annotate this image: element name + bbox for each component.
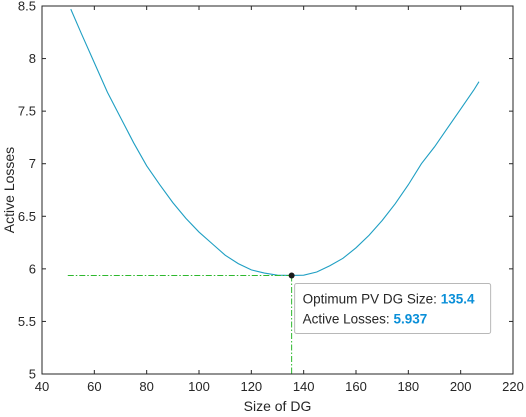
y-tick-label: 5.5: [18, 314, 36, 329]
datatip-box: [294, 282, 492, 334]
datatip[interactable]: Optimum PV DG Size: 135.4 Active Losses:…: [294, 282, 492, 334]
y-tick-label: 8.5: [18, 0, 36, 14]
x-tick-label: 180: [397, 379, 419, 394]
datatip-size-value: 135.4: [441, 291, 475, 306]
y-axis-label: Active Losses: [1, 147, 17, 233]
y-tick-label: 5: [29, 367, 36, 382]
x-tick-label: 160: [345, 379, 367, 394]
datatip-size-label: Optimum PV DG Size:: [303, 291, 437, 306]
x-tick-label: 140: [293, 379, 315, 394]
y-tick-label: 8: [29, 51, 36, 66]
x-axis-label: Size of DG: [244, 398, 312, 414]
y-tick-label: 6: [29, 261, 36, 276]
y-tick-label: 6.5: [18, 209, 36, 224]
x-tick-label: 200: [450, 379, 472, 394]
x-tick-label: 120: [240, 379, 262, 394]
x-tick-label: 100: [188, 379, 210, 394]
datatip-line-size: Optimum PV DG Size: 135.4: [303, 291, 475, 306]
datatip-losses-value: 5.937: [393, 311, 427, 326]
datatip-losses-label: Active Losses:: [303, 311, 390, 326]
x-axis-ticks: 40 60 80 100 120 140 160 180 200 220: [35, 6, 524, 394]
x-tick-label: 40: [35, 379, 49, 394]
y-tick-label: 7.5: [18, 104, 36, 119]
datatip-line-losses: Active Losses: 5.937: [303, 311, 428, 326]
optimum-guide-lines: [67, 272, 295, 374]
y-axis-ticks: 5 5.5 6 6.5 7 7.5 8 8.5: [18, 0, 513, 382]
x-tick-label: 220: [502, 379, 524, 394]
optimum-point[interactable]: [288, 272, 295, 279]
y-tick-label: 7: [29, 156, 36, 171]
x-tick-label: 60: [87, 379, 101, 394]
x-tick-label: 80: [139, 379, 153, 394]
